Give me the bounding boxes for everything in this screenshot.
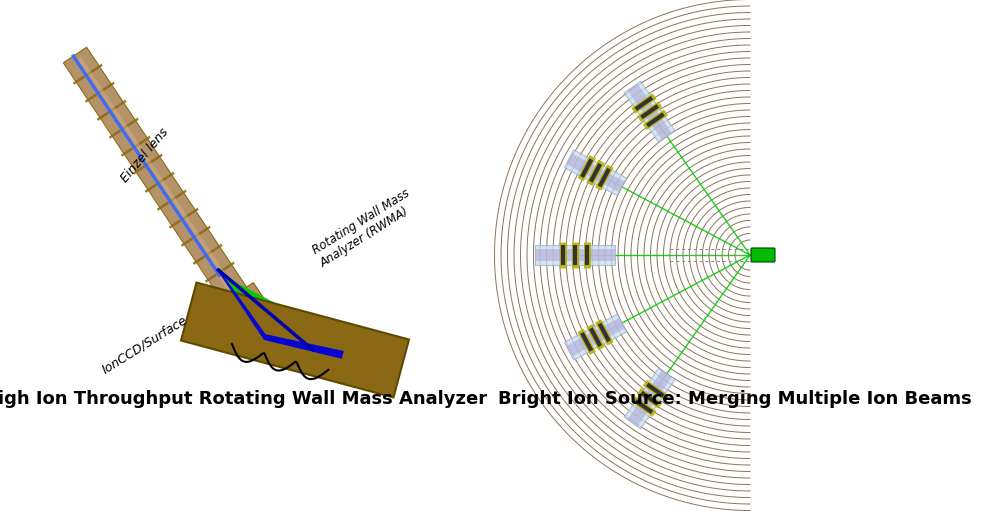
Text: High Ion Throughput Rotating Wall Mass Analyzer: High Ion Throughput Rotating Wall Mass A… [0,390,487,408]
Polygon shape [218,269,344,359]
Polygon shape [566,318,625,356]
Polygon shape [228,292,258,323]
Polygon shape [243,283,270,314]
Polygon shape [564,150,627,196]
Polygon shape [63,47,247,303]
Text: Bright Ion Source: Merging Multiple Ion Beams: Bright Ion Source: Merging Multiple Ion … [498,390,972,408]
Polygon shape [535,249,615,261]
Polygon shape [74,57,236,293]
Polygon shape [628,83,672,140]
Polygon shape [217,283,270,332]
Polygon shape [216,268,365,366]
Text: Rotating Wall Mass
Analyzer (RWMA): Rotating Wall Mass Analyzer (RWMA) [310,187,420,270]
Polygon shape [566,153,625,192]
Polygon shape [624,81,675,142]
Polygon shape [564,314,627,360]
Polygon shape [624,368,675,428]
Polygon shape [217,300,243,332]
Polygon shape [181,282,409,397]
FancyBboxPatch shape [751,248,775,262]
Text: Einzel lens: Einzel lens [119,125,171,185]
Polygon shape [535,245,615,265]
Text: IonCCD/Surface: IonCCD/Surface [100,313,190,376]
Polygon shape [628,370,672,426]
